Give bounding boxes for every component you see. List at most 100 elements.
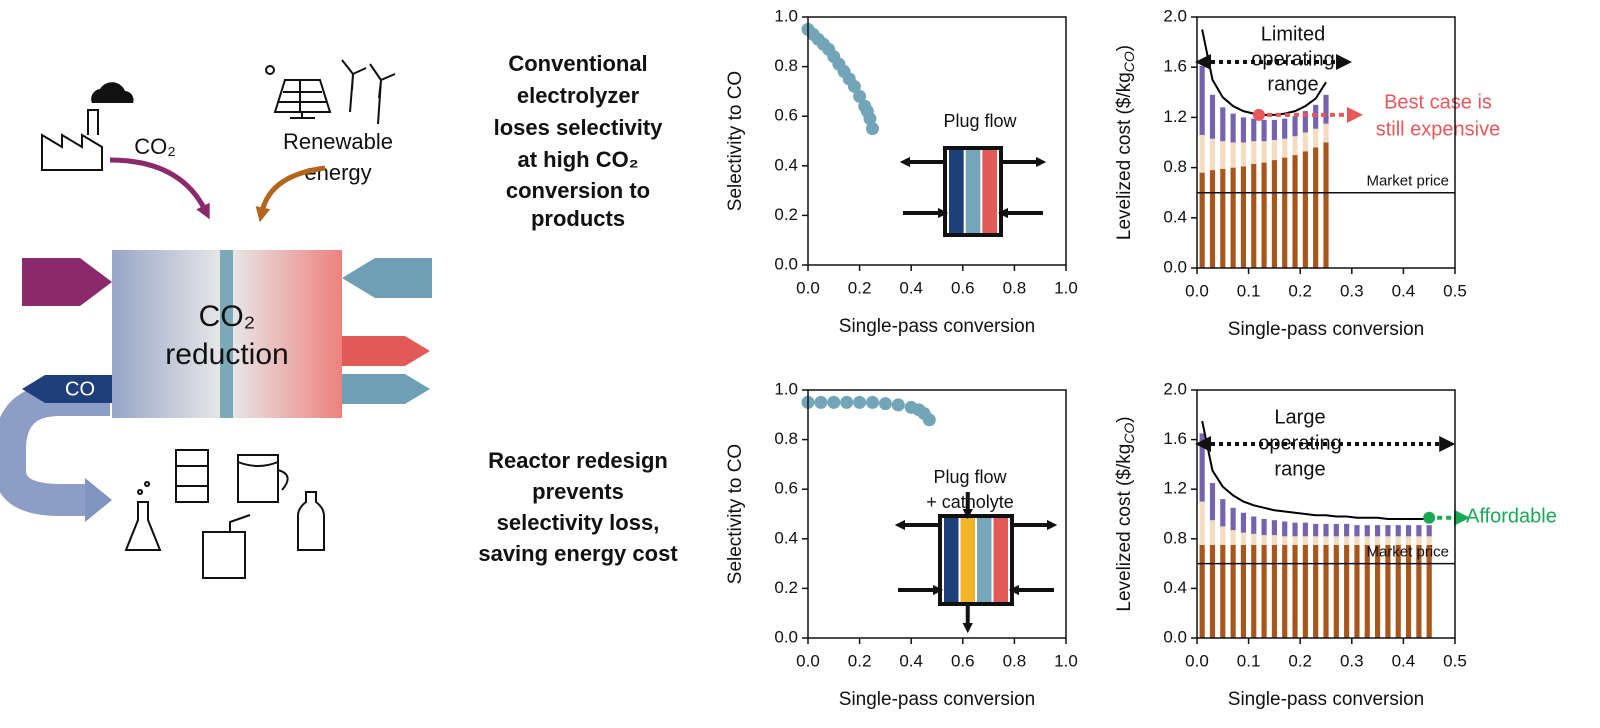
plot-frame [1196,389,1456,639]
y-tick-label: 0.0 [1163,627,1187,646]
bar-segment [1323,142,1329,268]
water-outlet [342,374,430,404]
bar-segment [1199,545,1205,638]
bar-segment [1240,512,1247,533]
point [878,397,892,411]
bar-segment [1302,536,1308,545]
point [863,112,877,126]
bar-segment [1209,520,1216,545]
anode-outlet [342,336,430,366]
reactor-stripe [993,518,1008,602]
x-tick-label: 0.5 [1443,651,1467,670]
wind-icon [341,59,396,125]
y-tick-label: 0.4 [774,155,798,174]
x-tick-label: 0.4 [1392,281,1416,300]
bar-segment [1323,94,1329,124]
bar-segment [1323,523,1329,537]
bar-segment [1199,65,1205,135]
reactor-stripe [965,150,981,233]
bar-segment [1271,520,1277,536]
co2-inlet [22,258,112,306]
bar-segment [1230,167,1236,268]
x-tick-label: 0.2 [848,651,872,670]
y-tick-label: 1.0 [774,6,798,25]
bar-segment [1395,545,1401,638]
y-axis-label-sub: CO [1121,51,1137,72]
y-tick-label: 0.0 [774,627,798,646]
cloud-icon [91,82,134,103]
y-tick-label: 0.8 [1163,157,1187,176]
x-tick-label: 0.0 [1185,281,1209,300]
bar-segment [1282,118,1288,139]
charts: Plug flow 0.0 0.2 0.4 0.6 0.8 1.0 0.0 0.2 0.4 0.6 0… [725,6,1557,710]
bar-segment [1271,119,1277,140]
barrel-icon [175,449,209,503]
y-axis-label: Selectivity to CO [725,444,746,584]
x-tick-label: 0.0 [796,651,820,670]
reactor-label: reduction [165,338,288,371]
bar-segment [1313,545,1319,638]
caption-line: Reactor redesign [488,448,668,473]
bar-segment [1333,523,1339,537]
bar-segment [1251,118,1257,142]
inset-label: Plug flow [943,111,1017,131]
bar-segment [1344,536,1350,545]
bar-segment [1333,545,1339,638]
bar-segment [1240,532,1247,545]
point [866,395,879,409]
reactor-stripe [960,518,975,602]
x-tick-label: 0.4 [899,278,923,297]
bar-segment [1395,536,1401,545]
bar-segment [1282,545,1288,638]
bar-segment [1220,107,1226,142]
bar-segment [1261,162,1267,268]
bar-segment [1251,141,1257,164]
bar-segment [1364,536,1370,545]
bar-segment [1282,536,1288,545]
point [853,395,867,409]
x-tick-label: 0.8 [1003,278,1027,297]
bar-segment [1426,525,1432,537]
sun-icon [265,65,275,75]
bar-segment [1354,545,1360,638]
membrane [220,250,233,418]
x-tick-label: 1.0 [1054,651,1078,670]
annotation: Limited [1261,23,1325,45]
caption-line: loses selectivity [494,115,664,140]
y-axis-label: Levelized cost ($/kgCO) [1114,45,1137,240]
water-inlet [342,258,432,298]
plot-frame [807,389,1067,639]
bar-segment [1240,166,1247,268]
reactor-box [943,146,1003,237]
caption-line: conversion to [506,178,650,203]
y-axis-label: Selectivity to CO [725,71,746,211]
bar-segment [1292,136,1298,156]
bar-segment [1292,522,1298,537]
x-tick-label: 0.1 [1237,651,1261,670]
bottle-icon [297,491,325,551]
bar-segment [1313,536,1319,545]
inset-label: Plug flow [933,467,1007,487]
flask-icon [124,481,162,551]
bar-segment [1302,151,1308,268]
x-axis-label: Single-pass conversion [839,689,1035,710]
bar-segment [1302,522,1308,537]
y-axis-label-text: Levelized cost ($/kg [1114,444,1135,612]
bar-segment [1230,507,1236,531]
bar-segment [1199,433,1205,502]
point [847,79,861,93]
reactor-stripe [949,150,964,233]
y-axis-label-end: ) [1114,45,1135,51]
bar-segment [1251,163,1257,268]
diagram: CO₂ Renewable energy CO CO₂ reduction [0,59,432,579]
market-price-label: Market price [1366,173,1449,190]
bar-segment [1240,545,1247,638]
bar-segment [1261,141,1267,163]
bar-segment [1405,536,1412,545]
bar-segment [1354,536,1360,545]
point [840,395,854,409]
bar-segment [1240,142,1247,167]
bar-segment [1426,536,1432,545]
reactor-stripe [977,518,992,602]
y-tick-label: 0.8 [774,429,798,448]
